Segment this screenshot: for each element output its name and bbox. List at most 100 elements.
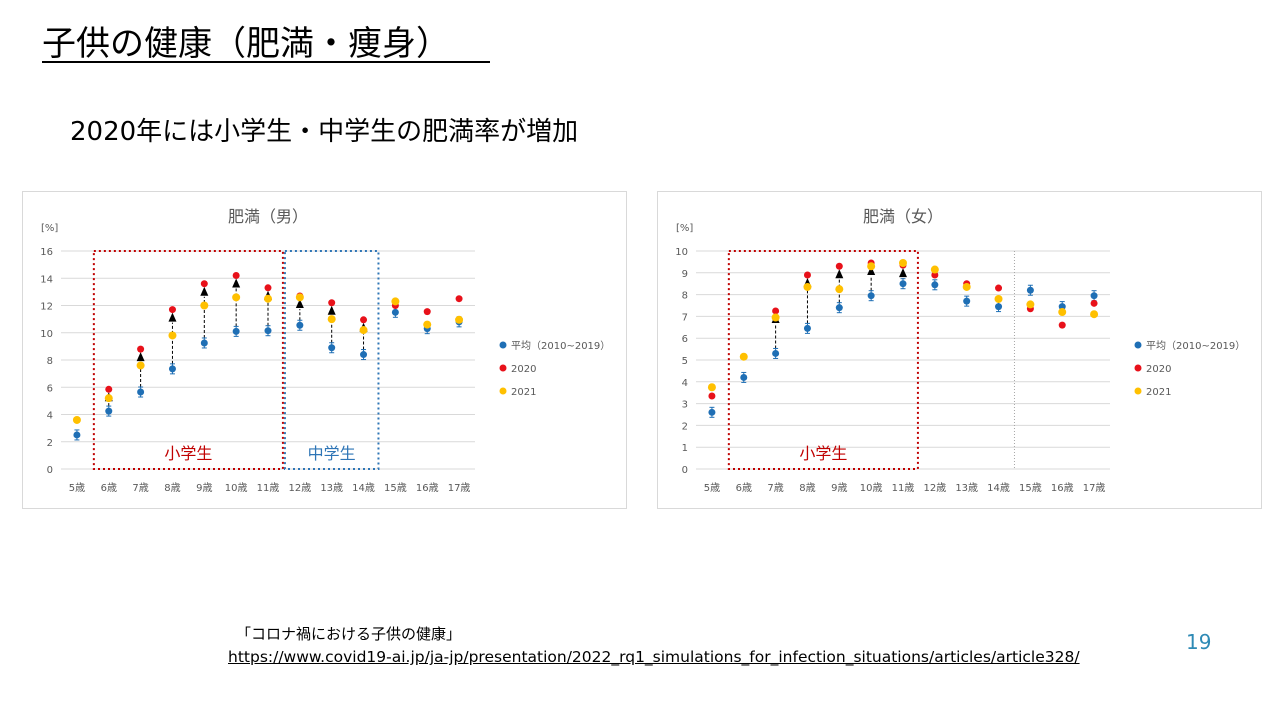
point-avg	[264, 327, 272, 335]
x-tick-label: 7歳	[767, 482, 783, 494]
point-avg	[200, 339, 208, 347]
point-2020	[772, 307, 780, 315]
group-label: 中学生	[308, 444, 356, 463]
x-tick-label: 16歳	[1051, 482, 1074, 494]
x-tick-label: 14歳	[987, 482, 1010, 494]
point-avg	[232, 327, 240, 335]
y-tick-label: 6	[47, 383, 53, 394]
legend-marker	[1134, 341, 1142, 349]
point-avg	[360, 351, 368, 359]
y-tick-label: 0	[47, 465, 53, 476]
change-arrow-head	[295, 298, 304, 308]
y-tick-label: 10	[40, 329, 53, 340]
x-tick-label: 8歳	[799, 482, 815, 494]
x-tick-label: 15歳	[1019, 482, 1042, 494]
point-avg	[995, 303, 1003, 311]
y-tick-label: 7	[682, 312, 688, 323]
y-axis-label: [%]	[676, 223, 693, 234]
y-tick-label: 0	[682, 465, 688, 476]
x-tick-label: 11歳	[257, 482, 280, 494]
source-link[interactable]: https://www.covid19-ai.jp/ja-jp/presenta…	[228, 648, 1080, 666]
x-tick-label: 5歳	[69, 482, 85, 494]
x-tick-label: 6歳	[736, 482, 752, 494]
legend-label: 2020	[511, 364, 536, 375]
slide-title: 子供の健康（肥満・痩身）	[42, 24, 450, 64]
y-tick-label: 8	[47, 356, 53, 367]
point-2020	[803, 271, 811, 279]
x-tick-label: 17歳	[1083, 482, 1106, 494]
point-2021	[930, 265, 939, 274]
point-2021	[962, 282, 971, 291]
y-tick-label: 1	[682, 443, 688, 454]
point-2020	[328, 299, 336, 307]
y-tick-label: 9	[682, 269, 688, 280]
point-avg	[740, 373, 748, 381]
y-tick-label: 4	[682, 378, 688, 389]
x-tick-label: 5歳	[704, 482, 720, 494]
y-tick-label: 2	[682, 421, 688, 432]
point-2020	[931, 271, 939, 279]
title-underline	[42, 61, 490, 63]
point-2020	[708, 392, 716, 400]
point-2020	[1090, 299, 1098, 307]
chart-obesity-male: 肥満（男） [%] 0 2 4 6 8 10 12 14 16 5歳 6歳 7歳 8歳 9歳 10歳 11歳 12歳…	[40, 207, 610, 494]
legend-label: 2021	[1146, 387, 1171, 398]
change-arrow-head	[232, 278, 241, 288]
point-avg	[931, 281, 939, 289]
point-2021	[455, 315, 464, 324]
group-label: 小学生	[799, 444, 847, 463]
point-2021	[295, 293, 304, 302]
point-2021	[1090, 310, 1099, 319]
change-arrow-head	[327, 305, 336, 315]
x-tick-label: 8歳	[164, 482, 180, 494]
point-2021	[771, 313, 780, 322]
point-2020	[423, 308, 431, 316]
point-avg	[105, 407, 113, 415]
point-2020	[455, 295, 463, 303]
y-axis-label: [%]	[41, 223, 58, 234]
x-tick-label: 17歳	[448, 482, 471, 494]
legend-label: 2021	[511, 387, 536, 398]
point-2021	[327, 315, 336, 324]
chart-panel-female: 肥満（女） [%] 0 1 2 3 4 5 6 7 8 9 10 5歳 6歳 7歳 8歳 9歳 10歳 11歳 12歳 1…	[657, 191, 1262, 509]
y-tick-label: 6	[682, 334, 688, 345]
point-avg	[1026, 286, 1034, 294]
point-2021	[200, 301, 209, 310]
x-tick-label: 11歳	[892, 482, 915, 494]
y-tick-label: 16	[40, 247, 53, 258]
point-avg	[168, 365, 176, 373]
point-avg	[1090, 292, 1098, 300]
y-tick-label: 4	[47, 411, 53, 422]
point-2020	[995, 284, 1003, 292]
point-avg	[867, 292, 875, 300]
legend-marker	[1134, 387, 1142, 395]
point-2021	[1026, 300, 1035, 309]
point-2021	[264, 294, 272, 303]
change-arrow-head	[136, 352, 145, 362]
point-2021	[359, 326, 368, 335]
point-avg	[328, 344, 336, 352]
y-tick-label: 2	[47, 438, 53, 449]
chart-panel-male: 肥満（男） [%] 0 2 4 6 8 10 12 14 16 5歳 6歳 7歳 8歳 9歳 10歳 11歳 12歳…	[22, 191, 627, 509]
point-avg	[963, 297, 971, 305]
point-2020	[105, 385, 113, 393]
point-2021	[104, 394, 113, 403]
legend-marker	[499, 341, 507, 349]
point-avg	[391, 308, 399, 316]
change-arrow-head	[835, 269, 844, 279]
change-arrow-head	[899, 268, 907, 278]
group-box	[92, 250, 284, 470]
x-tick-label: 13歳	[955, 482, 978, 494]
point-2021	[835, 285, 844, 294]
y-tick-label: 14	[40, 274, 53, 285]
group-box	[283, 250, 380, 470]
legend-label: 平均（2010~2019）	[1146, 340, 1245, 352]
point-2020	[1058, 321, 1066, 329]
x-tick-label: 15歳	[384, 482, 407, 494]
y-tick-label: 3	[682, 400, 688, 411]
point-avg	[899, 280, 907, 288]
point-avg	[73, 431, 81, 439]
x-tick-label: 6歳	[101, 482, 117, 494]
group-label: 小学生	[164, 444, 212, 463]
point-2021	[1058, 308, 1067, 317]
